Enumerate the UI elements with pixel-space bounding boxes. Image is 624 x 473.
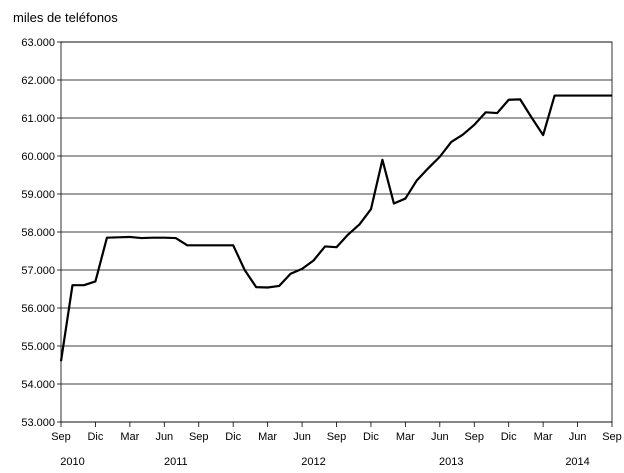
- y-tick-label: 54.000: [21, 379, 55, 391]
- year-label: 2012: [301, 456, 325, 468]
- y-tick-label: 56.000: [21, 303, 55, 315]
- x-tick-label: Mar: [396, 431, 415, 443]
- x-tick-label: Jun: [569, 431, 587, 443]
- year-label: 2014: [565, 456, 589, 468]
- x-tick-label: Sep: [327, 431, 347, 443]
- x-tick-label: Sep: [51, 431, 71, 443]
- x-tick-label: Sep: [189, 431, 209, 443]
- y-tick-label: 62.000: [21, 75, 55, 87]
- x-tick-label: Dic: [87, 431, 103, 443]
- y-tick-label: 57.000: [21, 265, 55, 277]
- x-tick-label: Mar: [120, 431, 139, 443]
- y-tick-label: 58.000: [21, 227, 55, 239]
- x-tick-label: Mar: [534, 431, 553, 443]
- y-tick-label: 61.000: [21, 113, 55, 125]
- x-tick-label: Sep: [464, 431, 484, 443]
- year-label: 2010: [60, 456, 84, 468]
- x-tick-label: Jun: [431, 431, 449, 443]
- y-tick-label: 55.000: [21, 341, 55, 353]
- series-line: [61, 96, 612, 362]
- x-tick-label: Sep: [602, 431, 622, 443]
- y-tick-label: 53.000: [21, 417, 55, 429]
- year-label: 2011: [164, 456, 188, 468]
- x-tick-label: Dic: [501, 431, 517, 443]
- y-tick-label: 59.000: [21, 189, 55, 201]
- y-tick-label: 63.000: [21, 37, 55, 49]
- x-tick-label: Dic: [225, 431, 241, 443]
- x-tick-label: Jun: [293, 431, 311, 443]
- x-tick-label: Jun: [155, 431, 173, 443]
- y-tick-label: 60.000: [21, 151, 55, 163]
- x-tick-label: Mar: [258, 431, 277, 443]
- y-axis-label: miles de teléfonos: [13, 10, 118, 25]
- year-label: 2013: [439, 456, 463, 468]
- x-tick-label: Dic: [363, 431, 379, 443]
